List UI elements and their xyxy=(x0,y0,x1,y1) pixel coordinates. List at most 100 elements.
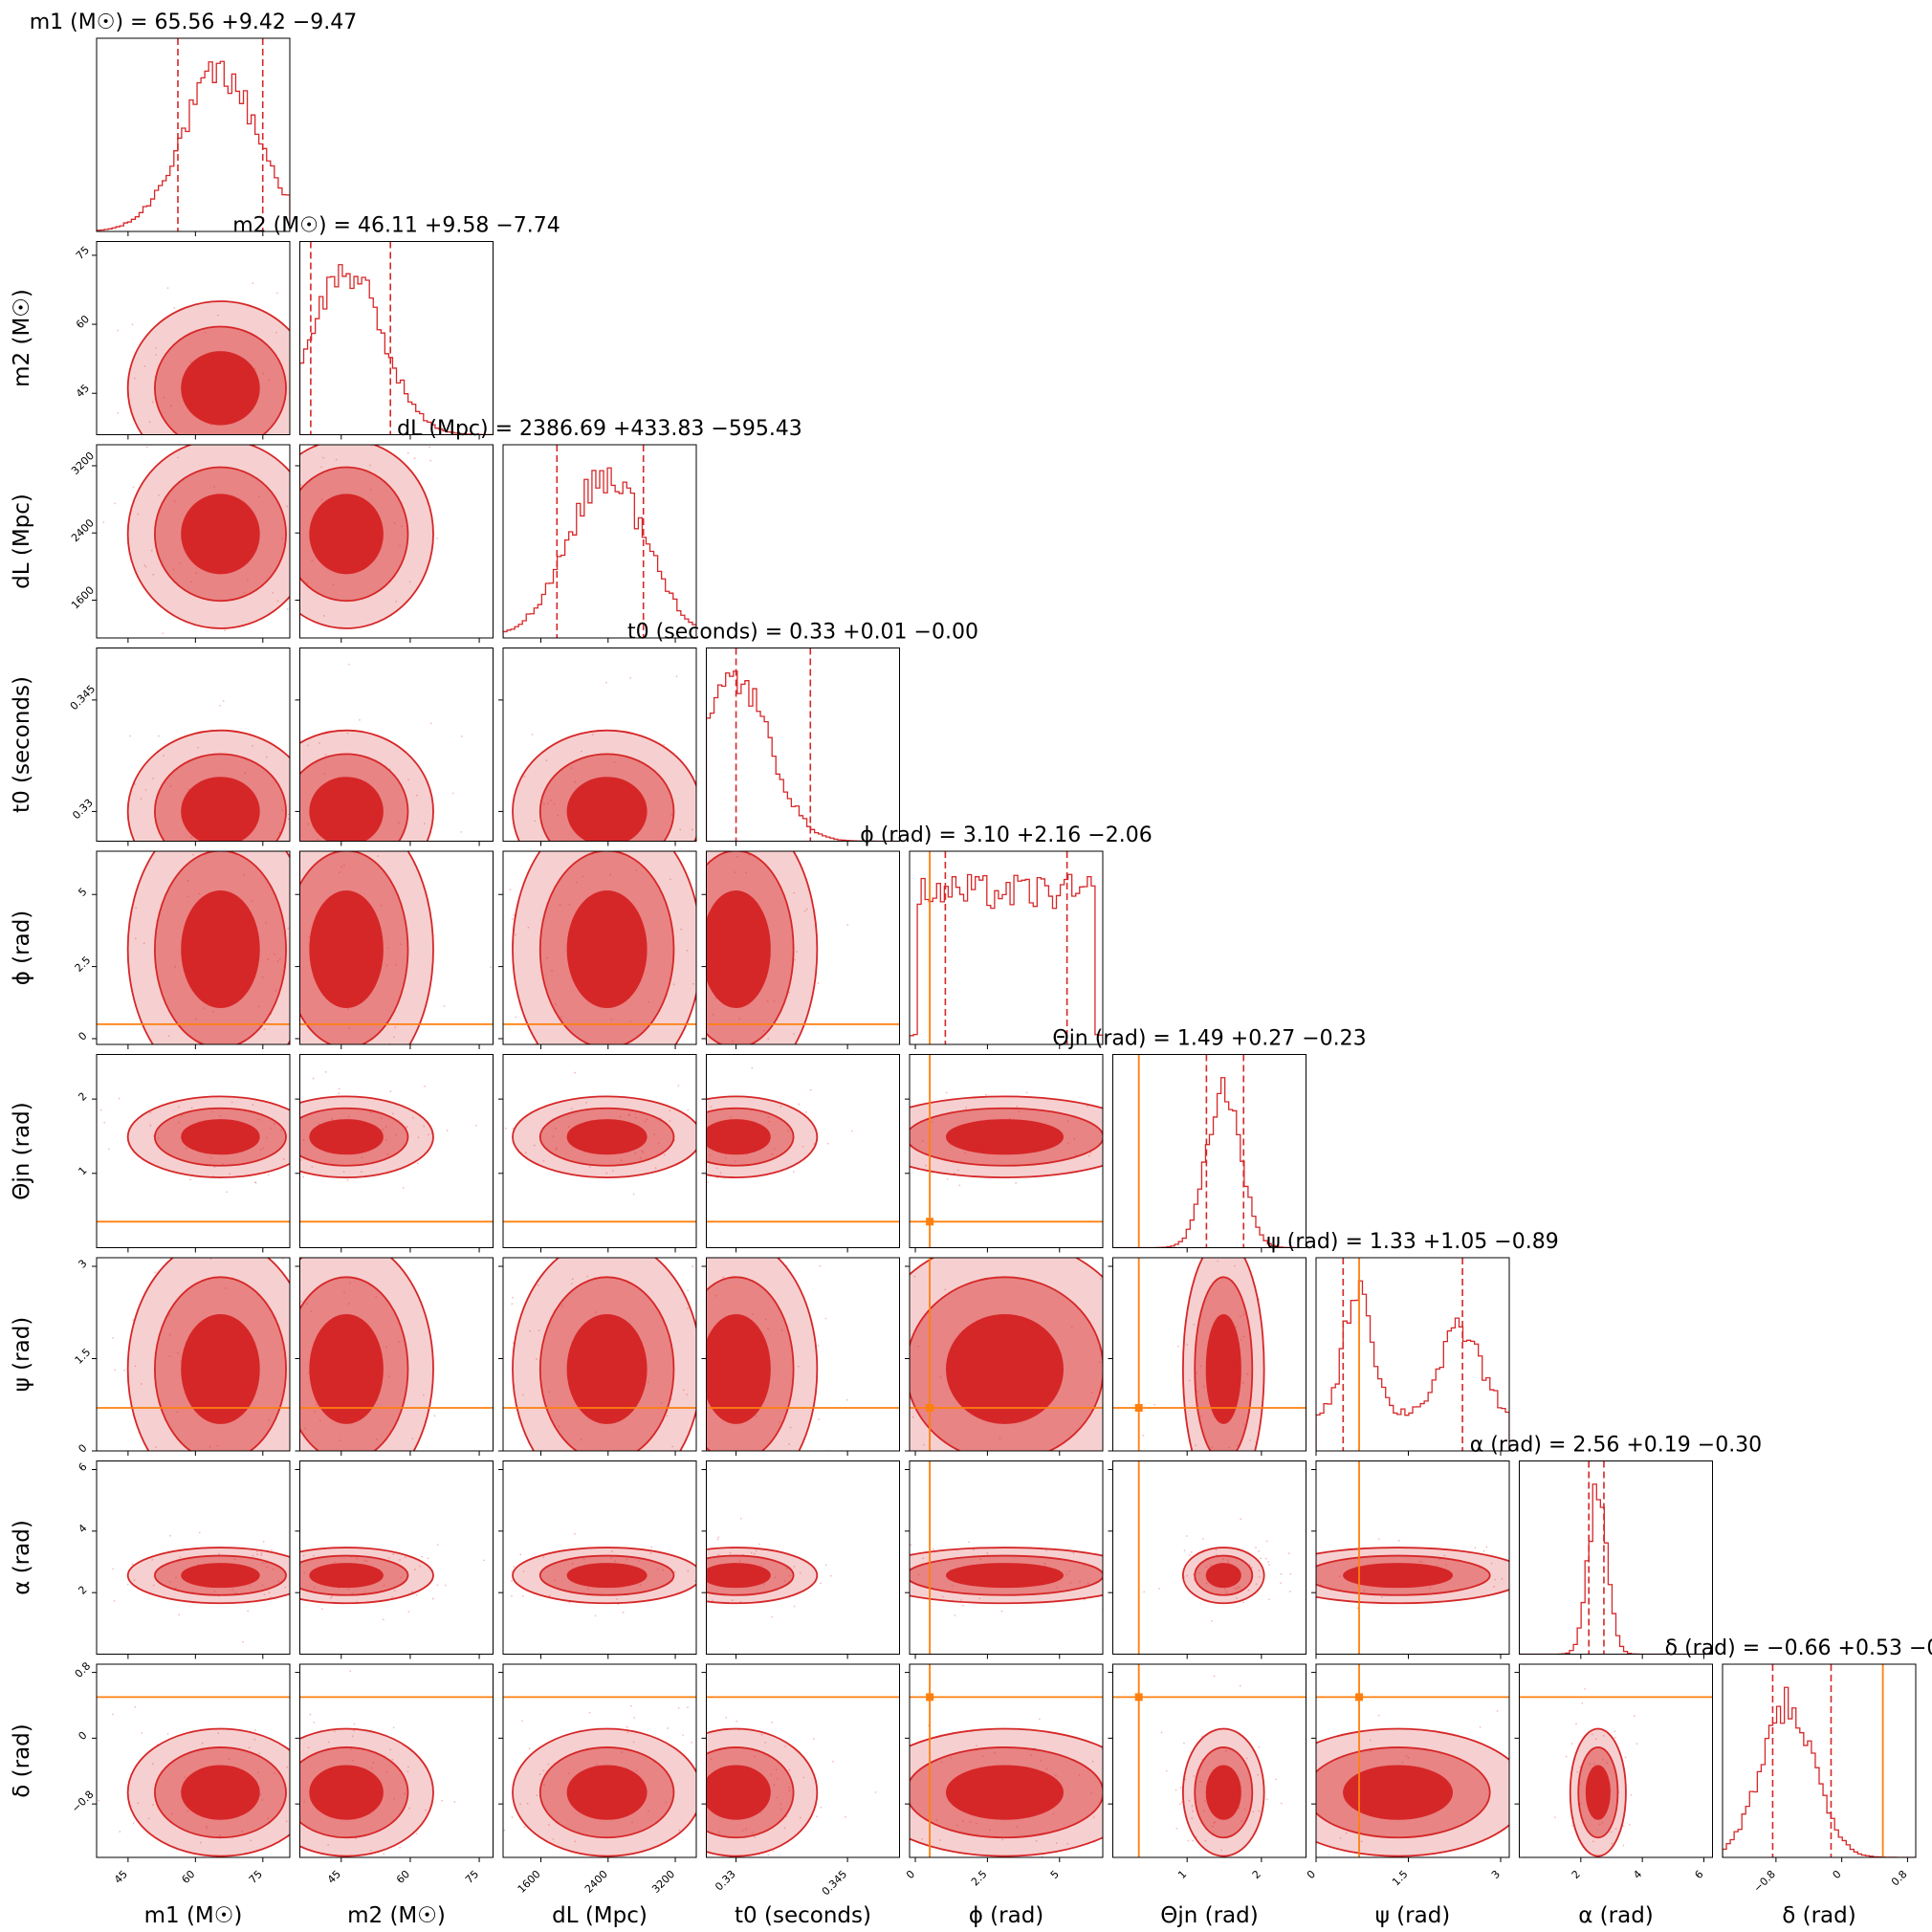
sample-dot xyxy=(1193,1775,1196,1777)
x-tick-label: 2400 xyxy=(582,1868,610,1896)
density-panel-t0-alpha xyxy=(701,1460,900,1659)
sample-dot xyxy=(349,1282,352,1284)
density-panel-m1-phi: 02.55 xyxy=(73,850,291,1049)
sample-dot xyxy=(224,1505,226,1507)
sample-dot xyxy=(632,1741,635,1744)
sample-dot xyxy=(738,1560,741,1563)
sample-dot xyxy=(428,446,431,449)
density-contour xyxy=(566,1563,648,1589)
sample-dot xyxy=(444,1584,447,1587)
sample-dot xyxy=(503,1829,506,1832)
sample-dot xyxy=(917,1573,920,1576)
sample-dot xyxy=(1158,1588,1161,1590)
sample-dot xyxy=(1087,1154,1090,1157)
sample-dot xyxy=(776,1796,779,1799)
sample-dot xyxy=(369,1849,372,1852)
sample-dot xyxy=(1018,1110,1021,1113)
sample-dot xyxy=(1201,1537,1204,1540)
sample-dot xyxy=(1245,1757,1248,1760)
sample-dot xyxy=(788,1768,791,1771)
density-contour xyxy=(309,777,384,842)
sample-dot xyxy=(979,1558,981,1561)
sample-dot xyxy=(268,1418,270,1421)
sample-dot xyxy=(961,1820,964,1823)
sample-dot xyxy=(134,1705,137,1708)
sample-dot xyxy=(1212,1825,1214,1828)
sample-dot xyxy=(320,466,323,469)
sample-dot xyxy=(697,938,699,940)
x-tick-label: 45 xyxy=(325,1868,343,1886)
sample-dot xyxy=(824,1317,827,1320)
sample-dot xyxy=(1485,1546,1488,1548)
sample-dot xyxy=(396,1459,398,1460)
sample-dot xyxy=(824,1564,827,1567)
sample-dot xyxy=(1000,1610,1003,1613)
sample-dot xyxy=(735,855,738,858)
sample-dot xyxy=(550,799,552,801)
sample-dot xyxy=(738,1018,740,1021)
sample-dot xyxy=(393,1590,396,1592)
sample-dot xyxy=(168,1355,171,1358)
density-contour xyxy=(181,777,260,842)
sample-dot xyxy=(774,1576,777,1579)
sample-dot xyxy=(1606,1762,1609,1764)
sample-dot xyxy=(1089,1152,1092,1154)
sample-dot xyxy=(1620,1875,1622,1877)
sample-dot xyxy=(302,847,304,849)
sample-dot xyxy=(767,1038,770,1040)
panel-frame xyxy=(299,1460,494,1655)
sample-dot xyxy=(410,1591,413,1592)
sample-dot xyxy=(634,1116,637,1119)
sample-dot xyxy=(225,1286,227,1289)
sample-dot xyxy=(423,823,426,825)
sample-dot xyxy=(1153,1403,1156,1406)
sample-dot xyxy=(252,745,253,747)
sample-dot xyxy=(560,1016,562,1019)
x-tick-label: 3200 xyxy=(649,1868,677,1896)
sample-dot xyxy=(682,1389,685,1392)
sample-dot xyxy=(1038,1718,1041,1721)
sample-dot xyxy=(219,704,222,707)
sample-dot xyxy=(704,1281,706,1283)
sample-dot xyxy=(1257,1773,1260,1776)
sample-dot xyxy=(114,1369,117,1372)
sample-dot xyxy=(817,1345,820,1347)
sample-dot xyxy=(433,1415,436,1417)
sample-dot xyxy=(380,1117,383,1120)
sample-dot xyxy=(703,1548,705,1549)
sample-dot xyxy=(351,1592,354,1595)
sample-dot xyxy=(276,600,279,603)
sample-dot xyxy=(1045,1767,1048,1770)
sample-dot xyxy=(1474,1547,1477,1549)
sample-dot xyxy=(1418,1560,1421,1563)
sample-dot xyxy=(876,1489,878,1491)
density-panel-m1-alpha: 246 xyxy=(76,1460,291,1659)
sample-dot xyxy=(392,1553,395,1555)
sample-dot xyxy=(519,1803,522,1806)
panel-frame xyxy=(299,648,494,842)
sample-dot xyxy=(254,367,256,370)
sample-dot xyxy=(770,1773,772,1776)
sample-dot xyxy=(1221,1558,1224,1561)
sample-dot xyxy=(1297,1577,1299,1579)
sample-dot xyxy=(229,1173,231,1175)
sample-dot xyxy=(610,1557,613,1559)
panel-frame xyxy=(1112,1460,1306,1655)
sample-dot xyxy=(635,1769,638,1772)
sample-dot xyxy=(692,1165,694,1167)
density-panel-m2-theta_jn xyxy=(295,1054,494,1253)
sample-dot xyxy=(309,1713,312,1716)
sample-dot xyxy=(304,1427,307,1430)
sample-dot xyxy=(542,1159,545,1162)
sample-dot xyxy=(333,1561,336,1564)
density-contour xyxy=(181,351,260,426)
sample-dot xyxy=(294,1160,296,1162)
sample-dot xyxy=(536,1794,538,1797)
y-tick-label: 0.345 xyxy=(68,683,98,713)
sample-dot xyxy=(755,812,757,814)
sample-dot xyxy=(324,754,327,757)
sample-dot xyxy=(1289,1572,1292,1575)
panel-frame xyxy=(96,850,291,1045)
sample-dot xyxy=(759,1811,762,1814)
